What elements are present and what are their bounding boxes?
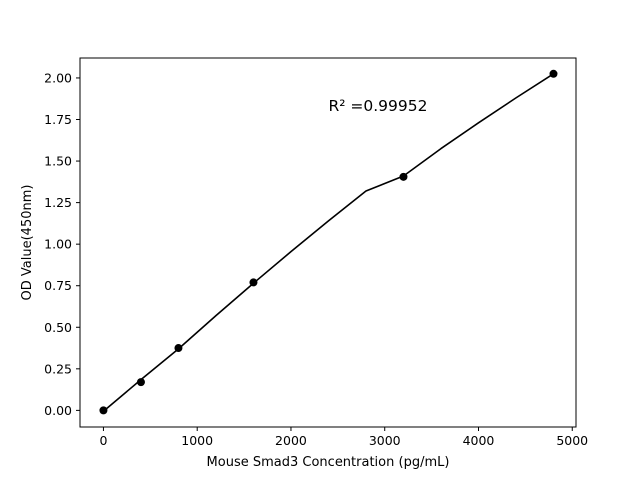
y-tick-label: 0.50 <box>44 320 72 335</box>
y-tick-label: 0.25 <box>44 361 72 376</box>
y-tick-label: 1.00 <box>44 237 72 252</box>
data-point <box>174 344 183 353</box>
x-tick-label: 3000 <box>369 433 401 448</box>
y-tick-label: 2.00 <box>44 70 72 85</box>
x-axis-label: Mouse Smad3 Concentration (pg/mL) <box>207 455 450 470</box>
data-point <box>549 69 558 78</box>
data-point <box>249 278 258 287</box>
plot-frame <box>79 57 577 428</box>
x-tick-label: 4000 <box>463 433 495 448</box>
x-tick-label: 0 <box>99 433 107 448</box>
data-point <box>136 378 145 387</box>
x-tick-label: 2000 <box>275 433 307 448</box>
data-point <box>99 406 108 415</box>
r-squared-annotation: R² =0.99952 <box>328 97 427 115</box>
fit-curve-line <box>102 73 554 412</box>
y-axis-label: OD Value(450nm) <box>20 185 35 301</box>
x-tick-label: 1000 <box>181 433 213 448</box>
y-tick-label: 1.25 <box>44 195 72 210</box>
y-tick-label: 1.75 <box>44 112 72 127</box>
y-tick-label: 0.75 <box>44 278 72 293</box>
data-point <box>399 172 408 181</box>
y-tick-label: 1.50 <box>44 154 72 169</box>
x-tick-label: 5000 <box>556 433 588 448</box>
y-tick-label: 0.00 <box>44 403 72 418</box>
